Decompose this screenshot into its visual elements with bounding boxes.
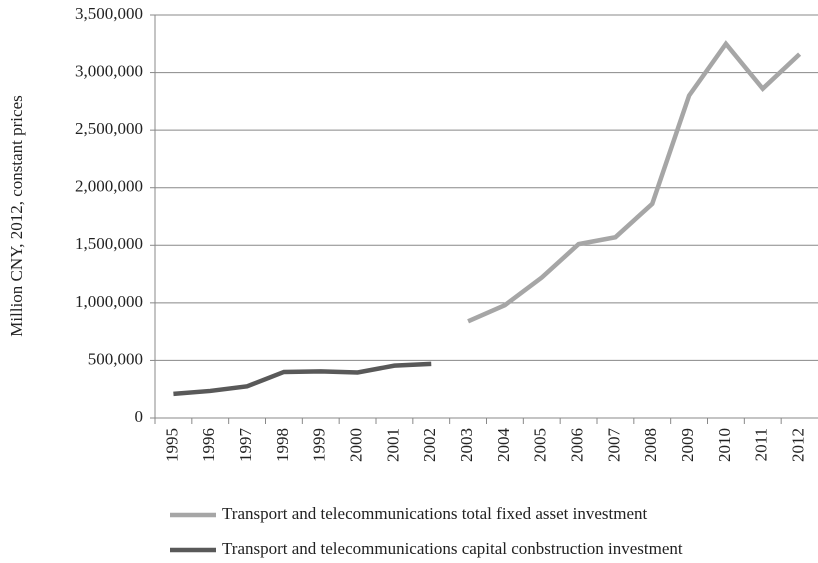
x-tick-label: 1999 xyxy=(310,428,329,462)
y-tick-label: 3,500,000 xyxy=(75,4,143,23)
x-tick-label: 2005 xyxy=(531,428,550,462)
x-tick-label: 2008 xyxy=(641,428,660,462)
x-tick-label: 1998 xyxy=(273,428,292,462)
y-axis-label: Million CNY, 2012, constant prices xyxy=(7,95,26,336)
x-tick-label: 2006 xyxy=(567,428,586,462)
y-tick-label: 2,500,000 xyxy=(75,119,143,138)
x-tick-label: 2002 xyxy=(420,428,439,462)
x-tick-label: 2004 xyxy=(494,428,513,463)
legend-label: Transport and telecommunications total f… xyxy=(222,504,648,523)
series-line xyxy=(173,361,432,397)
x-tick-label: 2007 xyxy=(604,428,623,463)
x-tick-label: 2001 xyxy=(383,428,402,462)
x-tick-label: 1995 xyxy=(162,428,181,462)
x-tick-label: 2012 xyxy=(788,428,807,462)
y-tick-label: 1,500,000 xyxy=(75,234,143,253)
y-tick-label: 2,000,000 xyxy=(75,177,143,196)
y-tick-label: 500,000 xyxy=(88,349,143,368)
series-line xyxy=(467,40,802,324)
legend-label: Transport and telecommunications capital… xyxy=(222,539,683,558)
x-tick-label: 2000 xyxy=(346,428,365,462)
x-tick-label: 1997 xyxy=(236,428,255,463)
y-tick-label: 1,000,000 xyxy=(75,292,143,311)
y-tick-label: 0 xyxy=(135,407,144,426)
x-tick-label: 2003 xyxy=(457,428,476,462)
x-tick-label: 2010 xyxy=(715,428,734,462)
x-tick-label: 2011 xyxy=(752,428,771,461)
x-tick-label: 1996 xyxy=(199,428,218,462)
y-tick-label: 3,000,000 xyxy=(75,61,143,80)
x-tick-label: 2009 xyxy=(678,428,697,462)
